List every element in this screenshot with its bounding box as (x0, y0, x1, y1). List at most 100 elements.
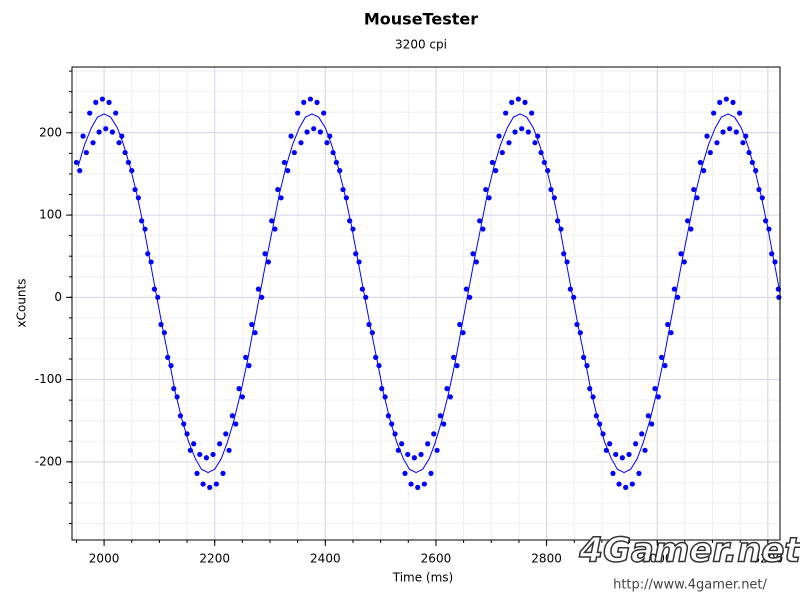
data-point (395, 447, 401, 453)
data-point (558, 226, 564, 232)
data-point (707, 149, 713, 156)
data-point (772, 259, 778, 265)
data-point (463, 286, 469, 292)
data-point (181, 421, 187, 427)
data-point (359, 286, 365, 292)
data-point (727, 126, 733, 132)
y-tick-label: -100 (35, 372, 62, 386)
data-point (262, 251, 268, 257)
data-point (623, 484, 629, 490)
data-point (564, 259, 570, 265)
data-point (106, 99, 112, 105)
data-point (633, 441, 639, 447)
data-point (493, 168, 499, 174)
data-point (593, 413, 599, 419)
data-point (353, 251, 359, 257)
axes: 2000 2200 2400 2600 2800 3000 3200 -200 -100 0 100… (35, 70, 784, 566)
data-point (350, 226, 356, 232)
data-point (678, 251, 684, 257)
data-point (376, 363, 382, 369)
y-axis-label: xCounts (15, 279, 29, 328)
data-point (480, 226, 486, 232)
data-point (385, 413, 391, 419)
data-point (347, 218, 353, 224)
data-point (125, 159, 132, 166)
data-point (93, 99, 99, 105)
data-point (236, 386, 242, 392)
grid (72, 67, 780, 540)
data-point (411, 455, 417, 461)
data-point (590, 394, 596, 400)
data-point (685, 218, 691, 224)
data-point (272, 226, 278, 232)
data-point (626, 451, 632, 458)
data-point (340, 186, 346, 193)
data-point (148, 259, 154, 265)
data-point (366, 321, 372, 328)
data-point (584, 363, 590, 369)
data-point (642, 447, 648, 453)
data-point (116, 140, 122, 146)
data-point (83, 149, 89, 156)
data-point (389, 421, 395, 427)
data-point (275, 186, 281, 193)
data-point (749, 159, 755, 166)
data-point (454, 363, 460, 369)
data-point (337, 168, 343, 174)
data-point (135, 195, 141, 201)
data-point (717, 99, 723, 105)
data-point (295, 110, 301, 116)
data-point (405, 451, 411, 458)
data-point (327, 133, 333, 139)
data-point (499, 149, 505, 156)
watermark-logo: 4Gamer.net (578, 531, 800, 571)
data-point (418, 451, 424, 458)
data-point (574, 321, 580, 328)
data-point (203, 455, 210, 461)
data-point (103, 126, 109, 132)
data-point (246, 363, 252, 369)
data-point (515, 96, 521, 102)
data-point (503, 110, 509, 116)
data-point (243, 354, 249, 360)
data-point (109, 129, 115, 135)
data-point (333, 159, 339, 166)
data-point (379, 386, 385, 392)
data-point (165, 354, 171, 360)
data-point (207, 484, 213, 490)
data-point (96, 129, 102, 135)
data-point (437, 413, 443, 419)
data-point (191, 441, 197, 447)
data-point (80, 133, 86, 139)
y-tick-label: 200 (39, 125, 62, 139)
data-point (174, 394, 180, 400)
data-point (665, 321, 671, 328)
x-tick-label: 2400 (310, 552, 341, 566)
data-point (197, 451, 203, 458)
data-point (555, 218, 561, 224)
data-point (512, 129, 518, 135)
data-point (649, 421, 655, 427)
data-point (671, 286, 677, 292)
data-point (99, 96, 106, 102)
data-point (711, 110, 717, 116)
data-point (538, 149, 544, 156)
data-point (285, 168, 291, 174)
data-point (532, 140, 538, 146)
data-point (229, 413, 236, 419)
data-point (187, 447, 193, 453)
data-point (161, 330, 167, 336)
x-tick-label: 3200 (753, 552, 784, 566)
data-point (408, 481, 414, 487)
data-point (655, 394, 661, 400)
data-point (281, 159, 287, 166)
data-point (255, 286, 262, 292)
data-point (730, 99, 736, 105)
data-point (529, 110, 535, 116)
data-point (769, 251, 775, 257)
data-point (200, 481, 206, 487)
data-point (607, 441, 613, 447)
data-point (457, 321, 463, 328)
